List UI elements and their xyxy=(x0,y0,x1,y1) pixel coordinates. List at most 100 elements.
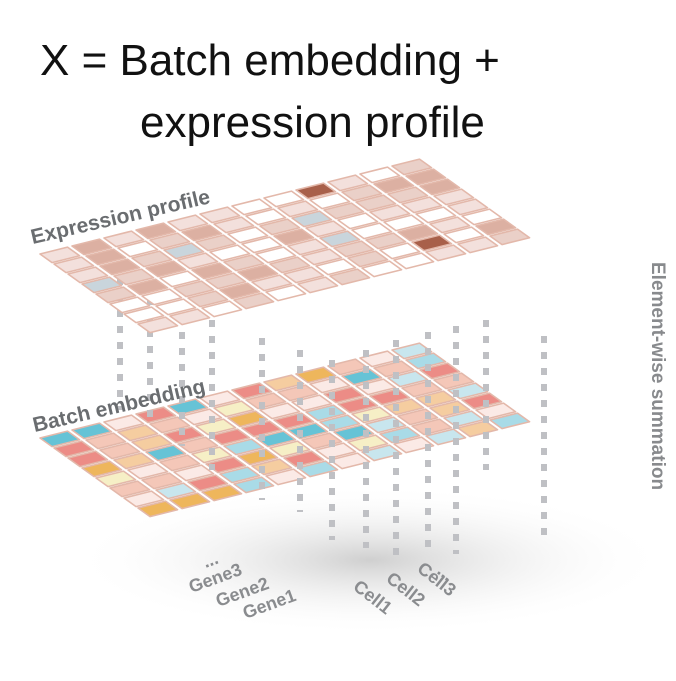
expression-tile xyxy=(373,176,415,194)
expression-tile xyxy=(103,230,145,248)
expression-tile xyxy=(53,256,95,274)
batch-tile xyxy=(401,380,443,398)
expression-tile xyxy=(173,280,215,298)
element-wise-summation-label: Element-wise summation xyxy=(647,262,668,491)
expression-tile xyxy=(263,190,305,208)
batch-tile xyxy=(155,482,197,500)
expression-tile xyxy=(347,250,389,268)
batch-tile xyxy=(159,454,201,472)
expression-tile xyxy=(81,276,123,294)
drop-shadow xyxy=(70,485,670,635)
expression-tile xyxy=(155,298,197,316)
expression-tile xyxy=(259,218,301,236)
batch-tile xyxy=(39,430,81,448)
batch-tile xyxy=(297,460,339,478)
batch-tile xyxy=(425,428,467,446)
expression-tile xyxy=(305,220,347,238)
batch-tile xyxy=(169,492,211,510)
batch-tile xyxy=(81,460,123,478)
batch-tile xyxy=(109,480,151,498)
batch-tile xyxy=(263,374,305,392)
expression-tile xyxy=(383,214,425,232)
expression-tile xyxy=(241,236,283,254)
expression-tile xyxy=(177,252,219,270)
batch-tile xyxy=(359,350,401,368)
batch-tile xyxy=(181,408,223,426)
batch-tile xyxy=(259,402,301,420)
batch-tile xyxy=(411,418,453,436)
expression-tile xyxy=(137,316,179,334)
batch-tile xyxy=(387,370,429,388)
expression-tile xyxy=(141,288,183,306)
batch-tile xyxy=(223,438,265,456)
expression-tile xyxy=(287,238,329,256)
expression-tile xyxy=(429,216,471,234)
expression-tile xyxy=(323,202,365,220)
batch-tile xyxy=(131,434,173,452)
batch-tile xyxy=(373,360,415,378)
expression-tile xyxy=(245,208,287,226)
batch-tile xyxy=(283,450,325,468)
batch-tile xyxy=(429,400,471,418)
expression-tile xyxy=(85,248,127,266)
expression-tile xyxy=(391,158,433,176)
expression-tile xyxy=(337,212,379,230)
batch-tile xyxy=(291,394,333,412)
expression-tile xyxy=(365,232,407,250)
expression-tile xyxy=(273,228,315,246)
expression-tile xyxy=(457,236,499,254)
batch-tile xyxy=(85,432,127,450)
batch-tile xyxy=(213,400,255,418)
expression-tile xyxy=(149,232,191,250)
expression-tile xyxy=(283,266,325,284)
expression-tile xyxy=(213,216,255,234)
batch-tile xyxy=(255,430,297,448)
expression-tile xyxy=(145,260,187,278)
batch-tile xyxy=(227,410,269,428)
expression-tile xyxy=(95,286,137,304)
batch-tile xyxy=(173,464,215,482)
expression-tile xyxy=(219,282,261,300)
batch-tile xyxy=(137,500,179,518)
expression-tile xyxy=(277,200,319,218)
batch-tile xyxy=(149,416,191,434)
expression-tile xyxy=(393,252,435,270)
batch-tile xyxy=(99,442,141,460)
batch-tile xyxy=(141,472,183,490)
expression-tile xyxy=(67,266,109,284)
expression-tile xyxy=(201,300,243,318)
batch-tile xyxy=(237,448,279,466)
expression-tile xyxy=(39,246,81,264)
expression-tile xyxy=(163,242,205,260)
batch-tile xyxy=(391,342,433,360)
expression-tile xyxy=(255,246,297,264)
batch-tile xyxy=(309,376,351,394)
expression-tile xyxy=(269,256,311,274)
expression-tile xyxy=(475,218,517,236)
batch-tile xyxy=(103,414,145,432)
expression-tile xyxy=(291,210,333,228)
expression-tile xyxy=(199,206,241,224)
batch-tile xyxy=(393,436,435,454)
expression-tile xyxy=(251,274,293,292)
batch-tile xyxy=(67,450,109,468)
expression-profile-grid xyxy=(39,158,531,334)
batch-tile xyxy=(369,388,411,406)
expression-tile xyxy=(461,208,503,226)
batch-tile xyxy=(333,424,375,442)
batch-tile xyxy=(53,440,95,458)
expression-tile xyxy=(209,244,251,262)
batch-tile xyxy=(341,368,383,386)
batch-tile xyxy=(329,452,371,470)
batch-tile xyxy=(461,392,503,410)
batch-tile xyxy=(269,440,311,458)
expression-tile xyxy=(397,224,439,242)
batch-tile xyxy=(167,398,209,416)
expression-tile xyxy=(315,258,357,276)
batch-tile xyxy=(71,422,113,440)
expression-tile xyxy=(333,240,375,258)
batch-tile xyxy=(265,468,307,486)
batch-tile xyxy=(379,426,421,444)
expression-tile xyxy=(443,226,485,244)
batch-tile xyxy=(419,362,461,380)
